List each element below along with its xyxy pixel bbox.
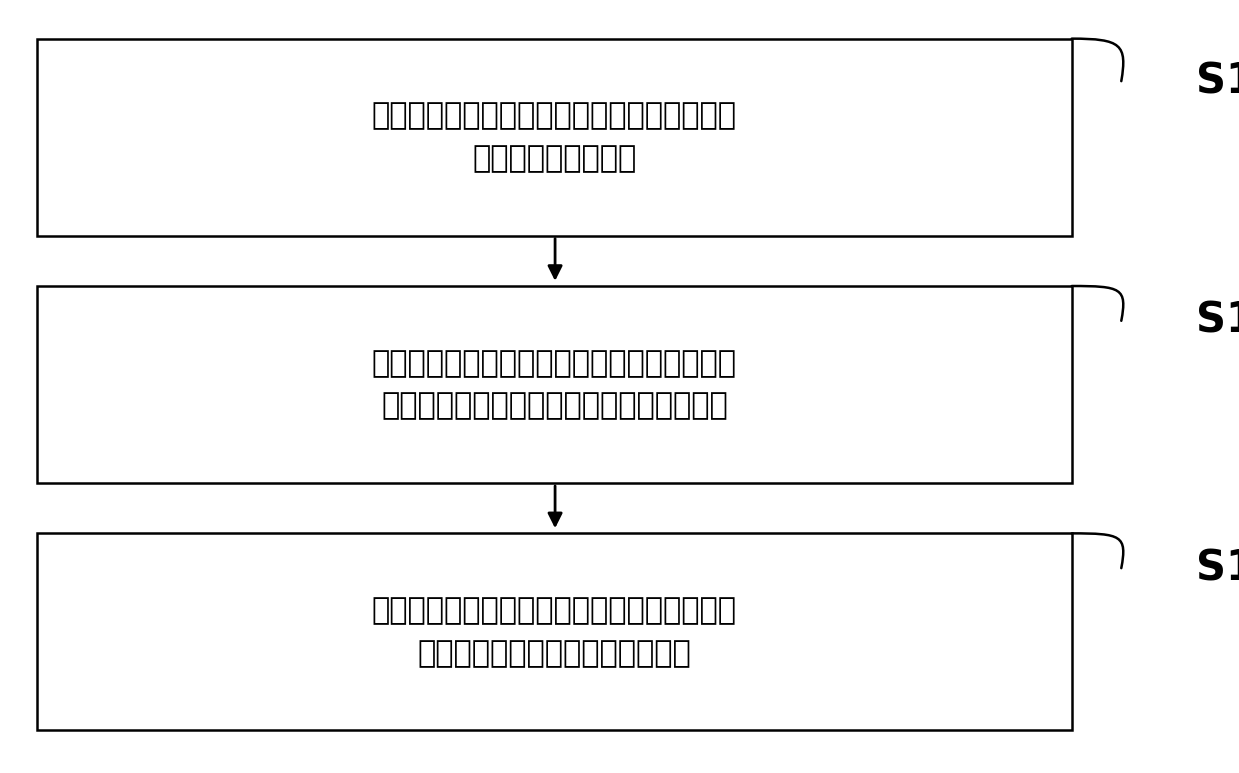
Text: 基于所述面积和的平衡对所述规则格网进行精
细划分，完成所述狭长图斑的分块: 基于所述面积和的平衡对所述规则格网进行精 细划分，完成所述狭长图斑的分块 [372, 596, 737, 668]
Bar [37, 533, 1072, 730]
Text: 识别所述子数据集中的狭长图斑，并分别计算
各个所述子数据集中所述狭长图斑的面积和: 识别所述子数据集中的狭长图斑，并分别计算 各个所述子数据集中所述狭长图斑的面积和 [372, 349, 737, 421]
Bar [37, 39, 1072, 236]
Text: S101: S101 [1196, 60, 1239, 102]
Text: S103: S103 [1196, 547, 1239, 589]
Bar [37, 286, 1072, 483]
Text: S102: S102 [1196, 300, 1239, 342]
Text: 获取图斑数据，划分规则格网将所述图斑数据
分解为若干子数据集: 获取图斑数据，划分规则格网将所述图斑数据 分解为若干子数据集 [372, 101, 737, 173]
